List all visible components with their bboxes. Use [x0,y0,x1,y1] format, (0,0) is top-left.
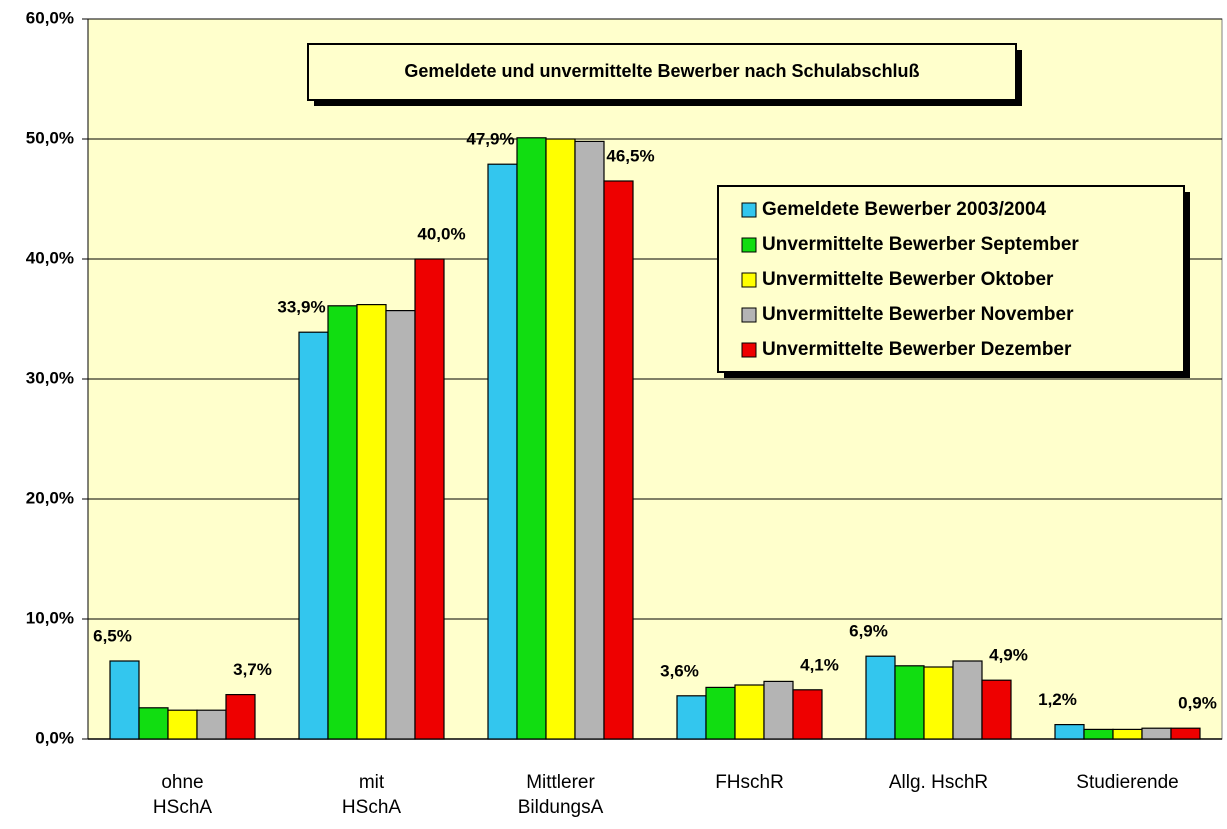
legend-box [717,185,1185,373]
y-tick-label: 10,0% [26,608,74,627]
x-tick-label: Allg. HschR [889,772,988,793]
bar [1112,728,1143,740]
bar [763,680,794,740]
legend-label: Unvermittelte Bewerber November [762,304,1074,325]
y-tick-label: 20,0% [26,488,74,507]
y-tick-label: 60,0% [26,8,74,27]
bar [792,689,823,740]
legend: Gemeldete Bewerber 2003/2004 Unvermittelt… [741,199,1079,360]
bar [574,140,605,740]
data-label: 47,9% [466,130,514,149]
bar [298,331,329,740]
bar [109,660,140,740]
bar [385,310,416,740]
bars [109,137,1201,740]
bar [356,304,387,740]
bar [705,686,736,740]
y-tick-label: 50,0% [26,128,74,147]
data-label: 6,5% [93,626,132,645]
bar [603,180,634,740]
x-tick-label: Studierende [1076,772,1178,793]
bar [981,679,1012,740]
legend-label: Unvermittelte Bewerber September [762,234,1079,255]
x-tick-label: mit HSchA [342,772,401,818]
data-label: 40,0% [417,224,465,243]
x-tick-label: ohne HSchA [153,772,212,818]
legend-label: Unvermittelte Bewerber Dezember [762,339,1072,360]
bar [923,666,954,740]
title-box [307,43,1017,101]
y-tick-label: 30,0% [26,368,74,387]
legend-label: Gemeldete Bewerber 2003/2004 [762,199,1047,220]
bar [516,137,547,740]
bar [327,305,358,740]
bar [225,693,256,740]
bar [676,695,707,740]
data-label: 33,9% [277,298,325,317]
data-label: 4,1% [800,655,839,674]
legend-swatch [741,272,757,288]
data-label: 0,9% [1178,694,1217,713]
legend-swatch [741,202,757,218]
bar [487,163,518,740]
legend-label: Unvermittelte Bewerber Oktober [762,269,1054,290]
bar [1170,727,1201,740]
bar [1141,727,1172,740]
data-label: 1,2% [1038,690,1077,709]
bar [414,258,445,740]
data-label: 3,7% [233,660,272,679]
bar [952,660,983,740]
y-tick-label: 40,0% [26,248,74,267]
x-tick-label: FHschR [715,772,784,793]
bar [196,709,227,740]
bar [545,138,576,740]
bar [1054,723,1085,740]
bar [167,709,198,740]
y-tick-label: 0,0% [35,728,74,747]
legend-swatch [741,237,757,253]
bar [734,684,765,740]
data-label: 46,5% [606,146,654,165]
bar [894,665,925,740]
bar [1083,728,1114,740]
bar [865,655,896,740]
x-tick-label: Mittlerer BildungsA [518,772,604,818]
legend-swatch [741,342,757,358]
legend-swatch [741,307,757,323]
data-label: 4,9% [989,646,1028,665]
data-label: 6,9% [849,622,888,641]
data-label: 3,6% [660,661,699,680]
chart-title: Gemeldete und unvermittelte Bewerber nac… [404,61,919,81]
bar [138,707,169,740]
